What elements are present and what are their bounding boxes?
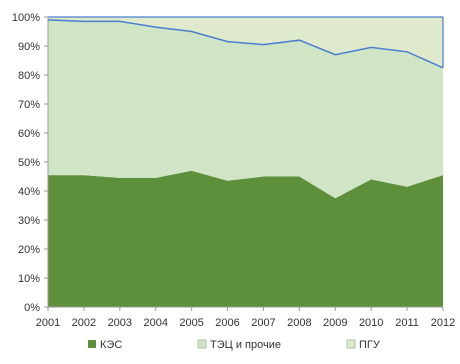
y-tick-label: 100% (12, 12, 40, 24)
x-tick-label: 2001 (36, 317, 60, 329)
legend: КЭС ТЭЦ и прочие ПГУ (88, 339, 381, 351)
legend-swatch-2 (197, 339, 207, 349)
y-tick-label: 90% (18, 41, 40, 53)
x-tick-label: 2012 (431, 317, 455, 329)
y-tick-label: 70% (18, 99, 40, 111)
y-tick-label: 80% (18, 70, 40, 82)
x-tick-label: 2010 (359, 317, 383, 329)
y-tick-label: 20% (18, 244, 40, 256)
legend-label-2: ТЭЦ и прочие (210, 339, 281, 351)
x-tick-label: 2005 (179, 317, 203, 329)
x-tick-label: 2009 (323, 317, 347, 329)
x-axis-ticks: 2001 2002 2003 2004 2005 2006 2007 2008 2009 2010… (36, 307, 455, 329)
series-boundary-line (47, 19, 444, 69)
x-tick-label: 2003 (108, 317, 132, 329)
x-tick-label: 2002 (72, 317, 96, 329)
y-tick-label: 40% (18, 186, 40, 198)
area-series-2 (48, 19, 443, 199)
y-tick-label: 10% (18, 273, 40, 285)
x-tick-label: 2008 (287, 317, 311, 329)
legend-swatch-3 (346, 339, 356, 349)
x-tick-label: 2006 (215, 317, 239, 329)
area-series-1 (48, 170, 443, 307)
legend-label-1: КЭС (100, 339, 122, 351)
y-axis-ticks: 0% 10% 20% 30% 40% 50% 60% 70% 80% 90% 100% (12, 12, 48, 314)
x-tick-label: 2007 (251, 317, 275, 329)
series-areas (48, 17, 443, 307)
x-tick-label: 2004 (143, 317, 167, 329)
y-tick-label: 30% (18, 215, 40, 227)
y-tick-label: 0% (24, 302, 40, 314)
y-tick-label: 50% (18, 157, 40, 169)
legend-swatch-1 (88, 340, 96, 348)
y-tick-label: 60% (18, 128, 40, 140)
legend-label-3: ПГУ (359, 339, 381, 351)
series-lines (47, 16, 444, 69)
x-tick-label: 2011 (395, 317, 419, 329)
